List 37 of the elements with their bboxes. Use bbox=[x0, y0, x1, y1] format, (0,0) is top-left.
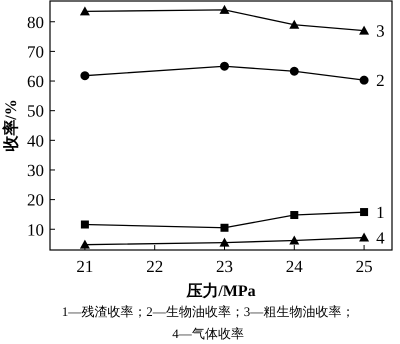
text: 4—气体收率 bbox=[172, 326, 244, 341]
y-tick-label: 30 bbox=[27, 160, 44, 180]
point bbox=[220, 224, 228, 232]
y-tick-label: 60 bbox=[27, 72, 44, 92]
point bbox=[290, 66, 299, 76]
y-tick-label: 40 bbox=[27, 131, 44, 150]
point bbox=[219, 238, 230, 247]
x-tick-label: 25 bbox=[356, 257, 373, 276]
point bbox=[360, 76, 369, 85]
x-axis-title: 压力/MPa bbox=[185, 282, 256, 300]
x-tick-label: 21 bbox=[76, 257, 94, 276]
point bbox=[80, 71, 90, 80]
series-label: 2 bbox=[376, 71, 385, 90]
point bbox=[80, 220, 89, 229]
point bbox=[360, 208, 368, 216]
point bbox=[359, 232, 370, 242]
series-label: 4 bbox=[376, 228, 386, 248]
y-tick-label: 70 bbox=[27, 42, 44, 62]
y-tick-label: 80 bbox=[27, 12, 44, 32]
text: 1—残渣收率；2—生物油收率；3—粗生物油收率； bbox=[62, 304, 354, 319]
point bbox=[289, 20, 300, 29]
point bbox=[289, 236, 300, 245]
y-tick-label: 50 bbox=[27, 102, 44, 121]
point bbox=[359, 26, 370, 35]
series-label: 3 bbox=[376, 22, 385, 41]
y-tick-label: 10 bbox=[27, 220, 44, 240]
series-label: 1 bbox=[376, 203, 385, 222]
y-axis-title: 收率/% bbox=[1, 99, 20, 152]
point bbox=[219, 4, 230, 14]
point bbox=[290, 211, 298, 220]
point bbox=[80, 6, 90, 16]
point bbox=[80, 240, 90, 249]
y-tick-label: 20 bbox=[27, 190, 44, 210]
x-tick-label: 24 bbox=[286, 257, 304, 276]
x-tick-label: 22 bbox=[146, 257, 164, 276]
x-tick-label: 23 bbox=[216, 257, 233, 276]
point bbox=[220, 62, 229, 71]
